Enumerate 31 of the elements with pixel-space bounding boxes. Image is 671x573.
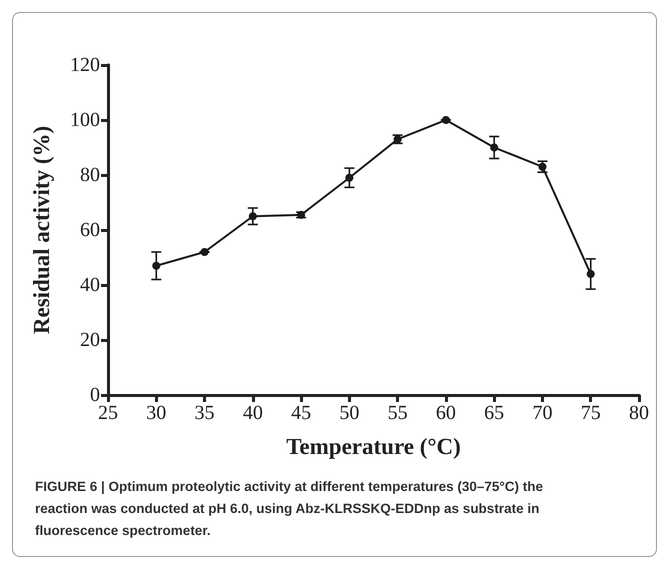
- point: [586, 270, 595, 278]
- y-tick-label: 40: [80, 274, 100, 296]
- caption: FIGURE 6 | Optimum proteolytic activity at different temperatures (30–75°C) the reaction was conducted at pH 6.0, using Abz-KLRSSKQ-EDDnp as substrate in fluorescence spectrometer.: [35, 478, 544, 540]
- x-tick-label: 65: [484, 402, 504, 424]
- x-tick-label: 50: [339, 402, 360, 424]
- point: [297, 210, 306, 219]
- x-tick-label: 75: [580, 402, 601, 424]
- point: [152, 262, 160, 270]
- point: [248, 212, 257, 220]
- x-tick-label: 45: [291, 402, 312, 424]
- x-axis-title: Temperature (°C): [286, 434, 461, 459]
- point: [442, 116, 450, 124]
- point: [490, 144, 498, 152]
- point: [345, 174, 354, 182]
- x-tick-label: 30: [146, 402, 166, 424]
- point: [200, 248, 209, 256]
- y-tick-label: 80: [80, 164, 100, 186]
- y-tick-label: 0: [90, 384, 100, 406]
- x-tick-label: 25: [98, 402, 118, 424]
- y-tick-label: 120: [70, 54, 100, 76]
- x-tick-label: 35: [194, 402, 215, 424]
- point: [538, 162, 546, 171]
- x-tick-label: 80: [629, 402, 649, 424]
- y-tick-label: 60: [80, 219, 100, 241]
- x-tick-label: 60: [436, 402, 456, 424]
- x-tick-label: 70: [532, 402, 552, 424]
- y-tick-label: 20: [80, 329, 100, 351]
- y-tick-label: 100: [70, 109, 100, 131]
- x-tick-label: 40: [242, 402, 263, 424]
- x-tick-label: 55: [388, 402, 408, 424]
- y-axis-title: Residual activity (%): [29, 126, 54, 334]
